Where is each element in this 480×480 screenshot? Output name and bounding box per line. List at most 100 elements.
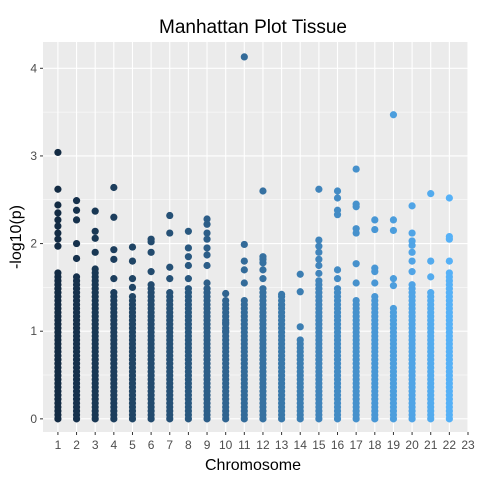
data-point — [72, 254, 81, 263]
data-point — [371, 225, 379, 234]
data-point — [389, 275, 398, 283]
data-point — [91, 234, 99, 242]
data-point — [222, 318, 230, 327]
chromosome-15-points — [315, 185, 323, 423]
data-point — [203, 215, 211, 223]
data-point — [110, 213, 118, 221]
data-point — [259, 266, 267, 274]
x-tick-label: 20 — [405, 438, 419, 452]
data-point — [110, 289, 118, 297]
data-point — [184, 261, 192, 270]
data-point — [427, 257, 435, 265]
data-point — [110, 255, 118, 263]
data-point — [333, 266, 342, 274]
chromosome-10-points — [222, 289, 230, 423]
x-tick-label: 19 — [387, 438, 401, 452]
y-tick-label: 3 — [30, 149, 37, 163]
x-tick-label: 18 — [368, 438, 382, 452]
data-point — [445, 257, 453, 265]
x-tick-label: 13 — [275, 438, 289, 452]
data-point — [72, 206, 81, 214]
data-point — [259, 187, 267, 195]
data-point — [72, 197, 81, 205]
data-point — [389, 282, 398, 290]
data-point — [333, 187, 342, 195]
x-tick-label: 1 — [55, 438, 62, 452]
chromosome-1-points — [54, 148, 62, 423]
data-point — [315, 242, 323, 250]
data-point — [54, 229, 62, 237]
x-tick-label: 6 — [148, 438, 155, 452]
chromosome-12-points — [259, 187, 267, 423]
x-tick-label: 5 — [129, 438, 136, 452]
data-point — [128, 283, 137, 291]
data-point — [203, 279, 211, 287]
data-point — [389, 111, 398, 119]
x-tick-label: 11 — [238, 438, 251, 452]
data-point — [408, 268, 416, 276]
chromosome-20-points — [408, 202, 416, 423]
y-tick-label: 4 — [30, 61, 37, 75]
data-point — [408, 257, 416, 265]
data-point — [352, 279, 360, 287]
data-point — [333, 275, 342, 283]
chromosome-18-points — [371, 216, 379, 423]
data-point — [315, 277, 323, 285]
data-point — [128, 257, 137, 265]
x-tick-label: 22 — [443, 438, 457, 452]
x-tick-label: 2 — [73, 438, 80, 452]
data-point — [240, 266, 248, 274]
x-tick-label: 17 — [349, 438, 363, 452]
data-point — [147, 281, 155, 289]
data-points — [54, 53, 453, 423]
data-point — [54, 201, 62, 209]
x-tick-label: 4 — [110, 438, 117, 452]
x-tick-label: 10 — [219, 438, 233, 452]
x-tick-label: 16 — [331, 438, 345, 452]
chromosome-6-points — [147, 235, 155, 423]
chromosome-7-points — [166, 211, 174, 423]
data-point — [91, 248, 99, 256]
data-point — [54, 209, 62, 217]
data-point — [166, 289, 174, 297]
chromosome-16-points — [333, 187, 342, 423]
chromosome-2-points — [72, 197, 81, 423]
data-point — [128, 275, 137, 283]
data-point — [110, 246, 118, 254]
data-point — [147, 268, 155, 276]
y-tick-label: 1 — [30, 324, 37, 338]
data-point — [445, 269, 453, 277]
data-point — [91, 265, 99, 273]
data-point — [408, 241, 416, 249]
data-point — [408, 229, 416, 237]
chromosome-3-points — [91, 207, 99, 423]
data-point — [427, 190, 435, 198]
x-axis-title: Chromosome — [205, 457, 301, 474]
data-point — [147, 248, 155, 256]
data-point — [222, 327, 230, 335]
data-point — [259, 259, 267, 267]
data-point — [240, 240, 248, 249]
data-point — [427, 289, 435, 297]
chromosome-5-points — [128, 243, 137, 423]
data-point — [259, 275, 267, 283]
data-point — [408, 202, 416, 210]
data-point — [240, 279, 248, 287]
data-point — [203, 251, 211, 259]
data-point — [352, 165, 360, 173]
x-tick-label: 21 — [424, 438, 438, 452]
x-tick-label: 14 — [294, 438, 308, 452]
data-point — [128, 243, 137, 251]
chromosome-11-points — [240, 53, 248, 423]
data-point — [54, 216, 62, 224]
data-point — [184, 285, 192, 293]
data-point — [203, 244, 211, 252]
data-point — [315, 255, 323, 263]
data-point — [371, 292, 379, 301]
data-point — [445, 194, 453, 202]
data-point — [389, 304, 398, 313]
chromosome-17-points — [352, 165, 360, 423]
data-point — [54, 148, 62, 157]
